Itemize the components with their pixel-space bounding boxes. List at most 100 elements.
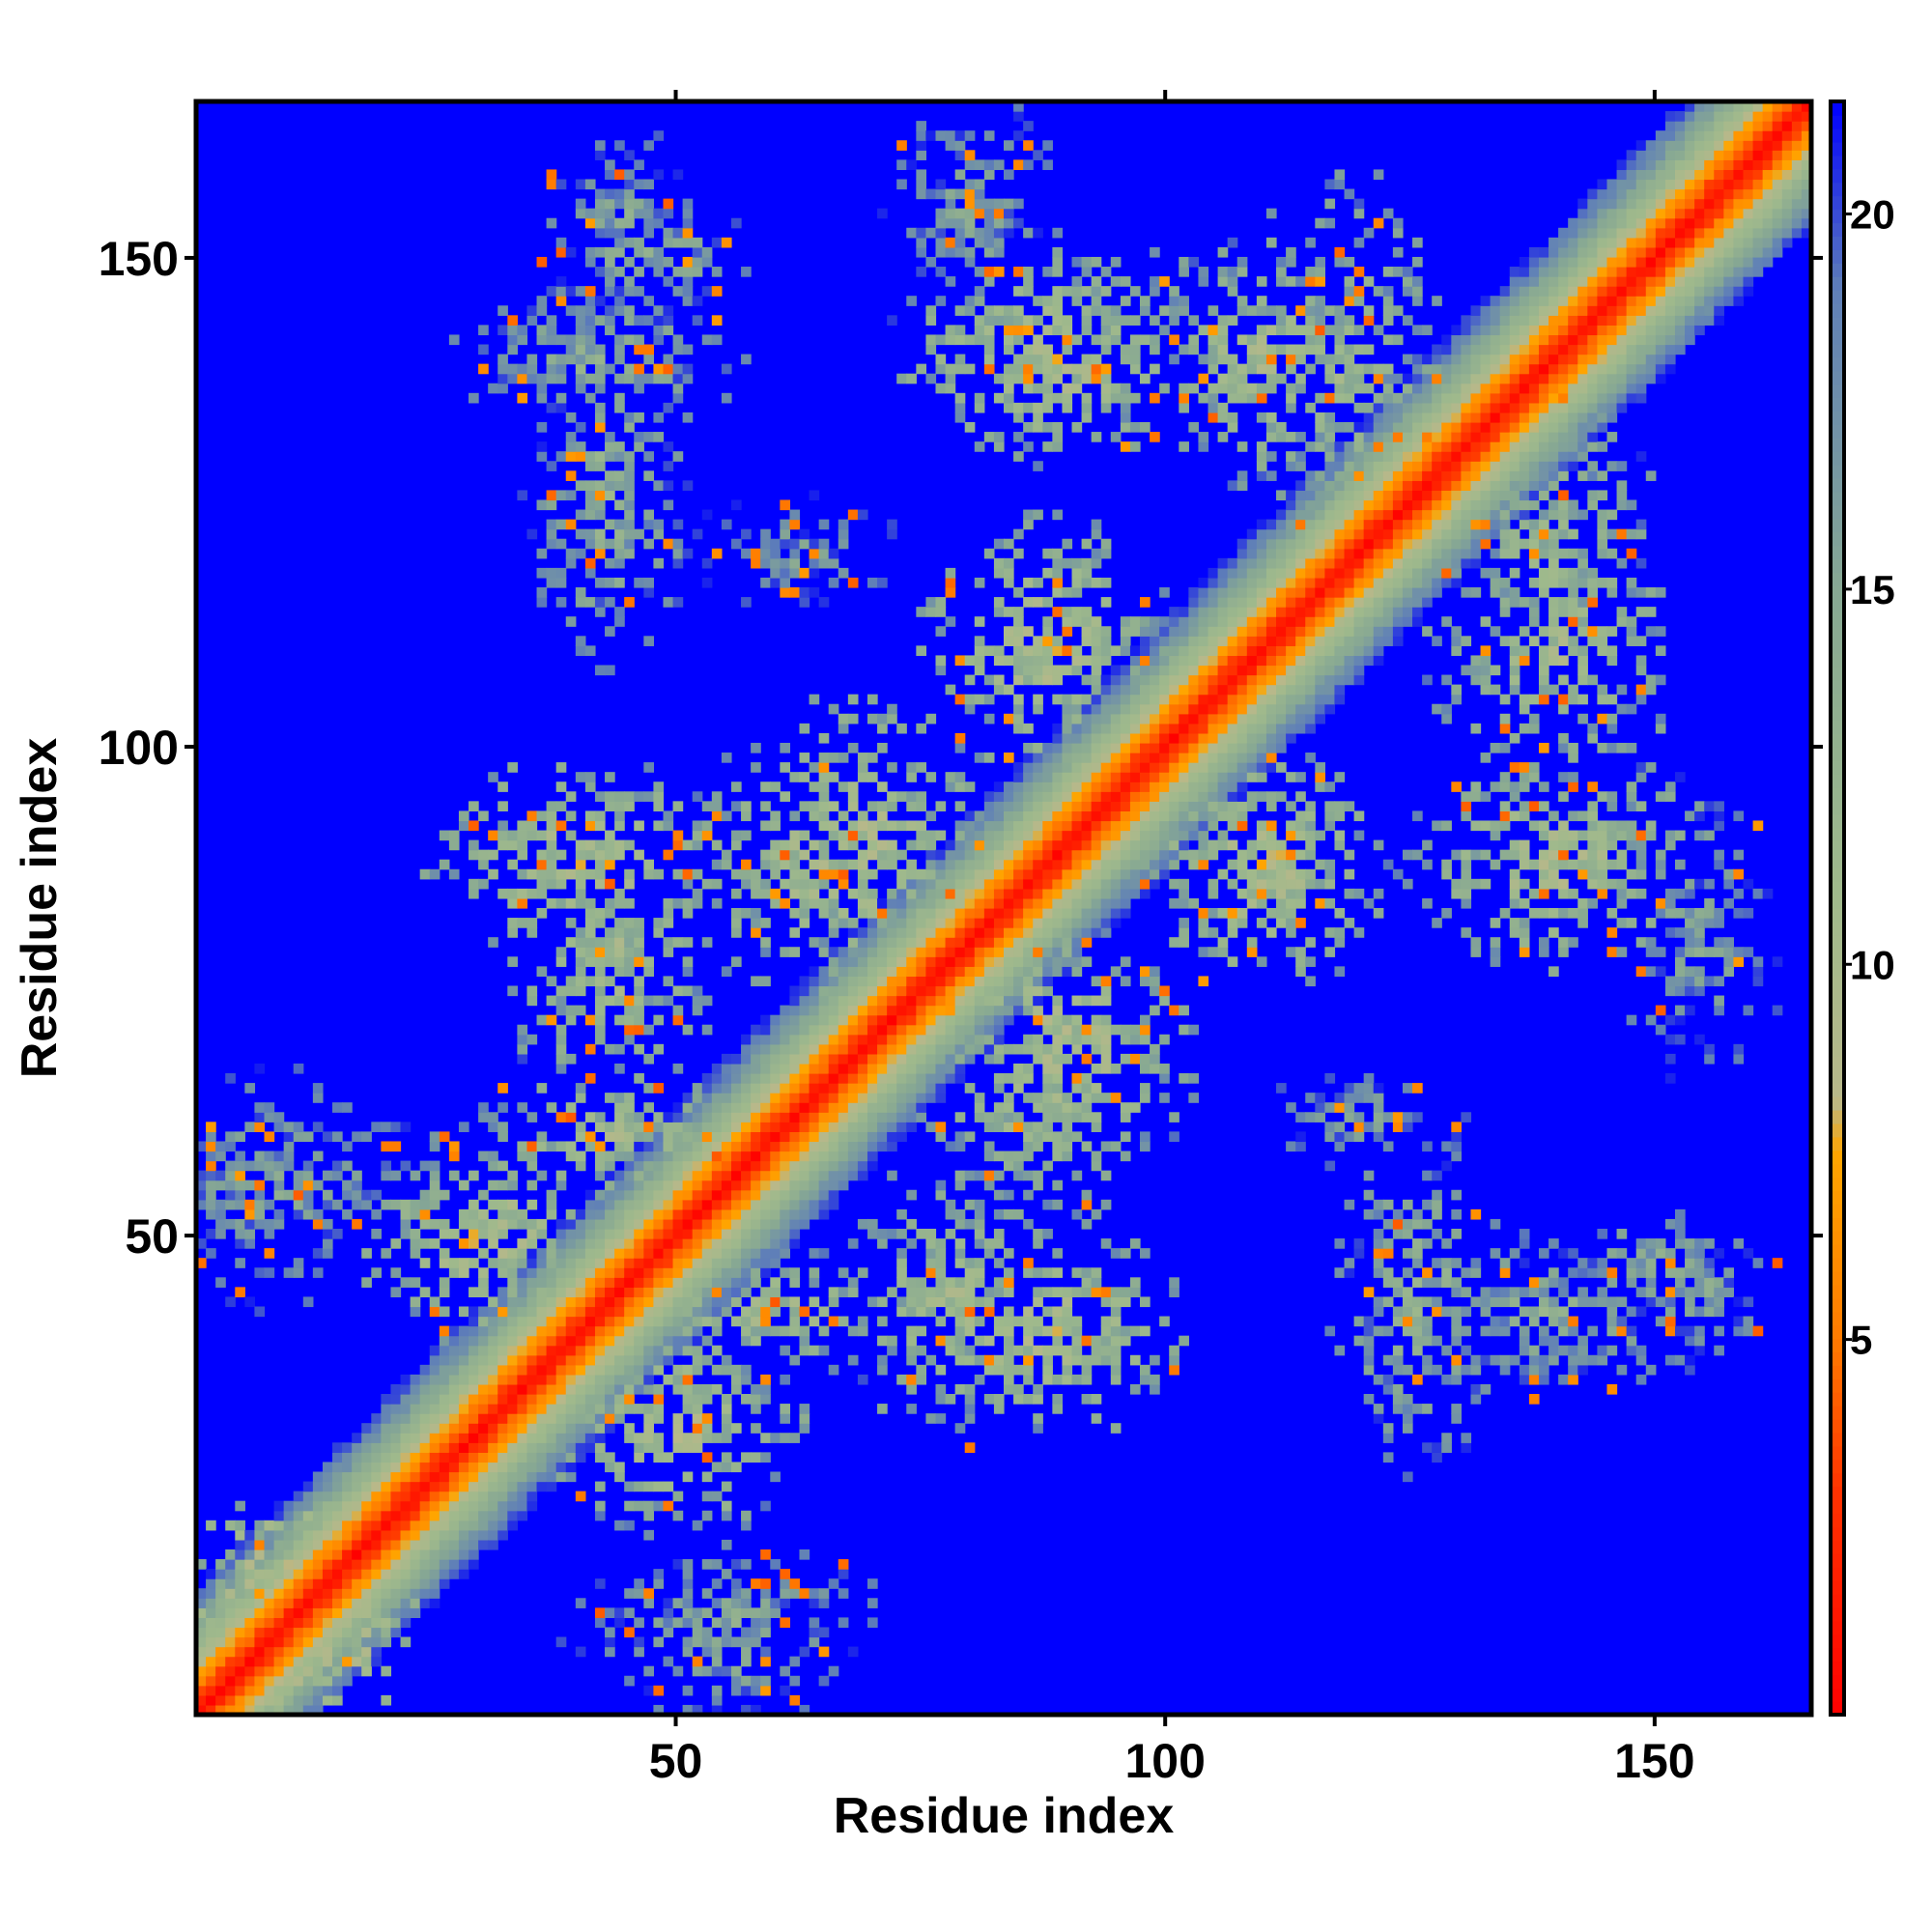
heatmap-cell [594,1024,606,1036]
heatmap-cell [916,246,927,258]
heatmap-cell [983,305,995,316]
heatmap-cell [312,1685,324,1696]
heatmap-cell [770,567,781,579]
heatmap-cell [565,918,577,928]
heatmap-cell [993,655,1005,667]
heatmap-cell [721,1248,732,1259]
heatmap-cell [672,1325,684,1337]
heatmap-cell [770,1277,781,1288]
heatmap-cell [964,918,976,928]
heatmap-cell [799,753,810,763]
heatmap-cell [624,1258,635,1268]
heatmap-cell [1062,732,1073,744]
heatmap-cell [1004,1160,1014,1172]
heatmap-cell [974,966,985,978]
heatmap-cell [555,1345,567,1356]
heatmap-cell [730,217,742,229]
heatmap-cell [400,1218,412,1230]
heatmap-cell [332,1228,343,1239]
heatmap-cell [458,1345,469,1356]
heatmap-cell [906,868,917,880]
heatmap-cell [342,1452,353,1463]
heatmap-cell [293,1267,304,1278]
heatmap-cell [546,810,557,822]
heatmap-cell [1033,947,1043,957]
heatmap-cell [721,1238,732,1249]
heatmap-cell [419,1160,431,1172]
heatmap-cell [594,315,606,326]
heatmap-cell [458,1258,469,1268]
heatmap-cell [381,1481,392,1492]
heatmap-cell [1100,363,1112,375]
heatmap-cell [741,1374,752,1385]
heatmap-cell [789,1024,801,1036]
heatmap-cell [770,1433,781,1443]
heatmap-cell [634,363,644,375]
heatmap-cell [789,1112,801,1122]
heatmap-cell [799,772,810,782]
heatmap-cell [1033,334,1043,346]
heatmap-cell [663,597,674,608]
heatmap-cell [818,772,830,782]
heatmap-cell [584,937,596,948]
heatmap-cell [1091,1345,1102,1356]
heatmap-cell [400,1122,412,1132]
heatmap-cell [1100,655,1112,667]
heatmap-cell [565,1423,577,1434]
heatmap-cell [1062,1354,1073,1366]
heatmap-cell [497,1199,508,1210]
heatmap-cell [1091,897,1102,909]
heatmap-cell [643,227,654,239]
heatmap-cell [478,1208,489,1220]
heatmap-cell [575,325,586,336]
heatmap-cell [847,1083,859,1094]
heatmap-cell [507,1208,518,1220]
heatmap-cell [682,217,694,229]
heatmap-cell [653,305,665,316]
heatmap-cell [780,859,791,870]
heatmap-cell [448,1267,460,1278]
heatmap-cell [469,1316,479,1327]
heatmap-cell [964,256,976,268]
heatmap-cell [1100,684,1112,696]
heatmap-cell [1004,985,1014,997]
heatmap-cell [818,1306,830,1318]
heatmap-cell [458,1462,469,1473]
heatmap-cell [964,985,976,997]
heatmap-cell [1042,674,1053,686]
heatmap-cell [701,1122,713,1132]
heatmap-cell [264,1199,275,1210]
heatmap-cell [624,597,635,608]
heatmap-cell [663,849,674,861]
heatmap-cell [273,1218,285,1230]
heatmap-cell [701,1354,713,1366]
heatmap-cell [1042,140,1053,151]
heatmap-cell [906,1024,917,1036]
heatmap-cell [584,217,596,229]
heatmap-cell [400,1520,412,1531]
heatmap-cell [206,1636,216,1648]
heatmap-cell [818,781,830,792]
heatmap-cell [877,1102,888,1113]
heatmap-cell [672,1208,684,1220]
heatmap-cell [857,1043,868,1055]
heatmap-cell [896,791,907,802]
heatmap-cell [526,1112,538,1122]
heatmap-cell [584,246,596,258]
heatmap-cell [663,1141,674,1152]
heatmap-cell [536,908,548,919]
heatmap-cell [507,1491,518,1502]
heatmap-cell [760,1122,771,1132]
heatmap-cell [828,1160,839,1172]
heatmap-cell [624,1433,635,1443]
heatmap-cell [332,1675,343,1687]
heatmap-cell [244,1675,256,1687]
heatmap-cell [760,1617,771,1629]
heatmap-cell [1100,1296,1112,1308]
heatmap-cell [352,1588,362,1599]
heatmap-cell [342,1462,353,1473]
heatmap-cell [594,548,606,559]
heatmap-cell [896,1248,907,1259]
heatmap-cell [293,1627,304,1638]
heatmap-cell [469,392,479,404]
